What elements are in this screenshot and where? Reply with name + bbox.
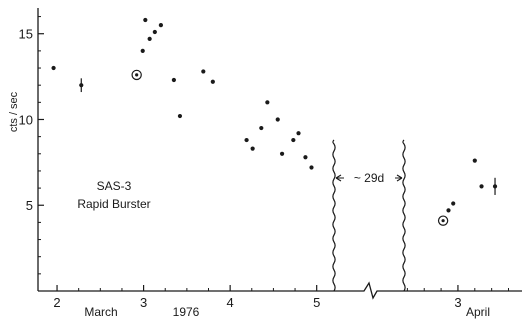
data-point-circled-ring [437,215,449,226]
data-point-circled [441,219,445,223]
source-label-sas3: SAS-3 [97,179,132,193]
data-point [177,113,183,119]
x-tick-label: 3 [454,295,461,310]
x-tick-label: 5 [313,295,320,310]
data-point [259,125,264,131]
data-point [309,165,314,170]
axis-labels: cts / sec March 1976 April SAS-3 Rapid B… [8,91,490,319]
data-point [279,151,285,156]
data-point-circled [135,73,139,77]
gap-arrow-right [395,174,403,182]
data-point [472,158,477,163]
gap-arrow-left [335,174,344,182]
data-point [275,117,280,122]
x-tick-label: 3 [140,295,147,310]
data-point [479,184,484,189]
y-tick-label: 5 [26,198,33,213]
x-tick-label: 4 [227,295,234,310]
data-point [201,69,206,74]
data-point [296,131,301,136]
x-axis-line [38,281,522,300]
data-point [291,137,296,143]
source-label-rapid-burster: Rapid Burster [77,197,150,211]
data-point [140,48,145,53]
data-point [51,65,56,71]
data-point [250,146,255,151]
y-tick-label: 15 [19,27,33,42]
data-point [446,208,451,213]
data-point [303,155,308,160]
data-point [244,137,249,143]
gap-duration-label: ~ 29d [354,171,384,185]
data-point [147,36,152,41]
y-axis-label: cts / sec [8,91,20,132]
data-point [143,17,148,23]
month-label-1976: 1976 [173,305,200,319]
data-point [152,29,157,35]
data-point [451,201,456,206]
data-points [51,17,498,226]
data-point-circled-ring [131,69,142,81]
gap-line-right [402,139,406,292]
month-label-april: April [466,305,490,319]
axes: 5 10 15 2 3 4 5 3 [19,8,522,310]
data-point [265,100,270,105]
y-tick-label: 10 [19,112,33,127]
gap-line-left [332,139,336,292]
x-tick-label: 2 [53,295,60,310]
data-point [171,77,176,83]
data-point [210,79,215,84]
time-gap-marker [332,139,406,292]
month-label-march: March [84,305,117,319]
data-point [158,23,164,28]
